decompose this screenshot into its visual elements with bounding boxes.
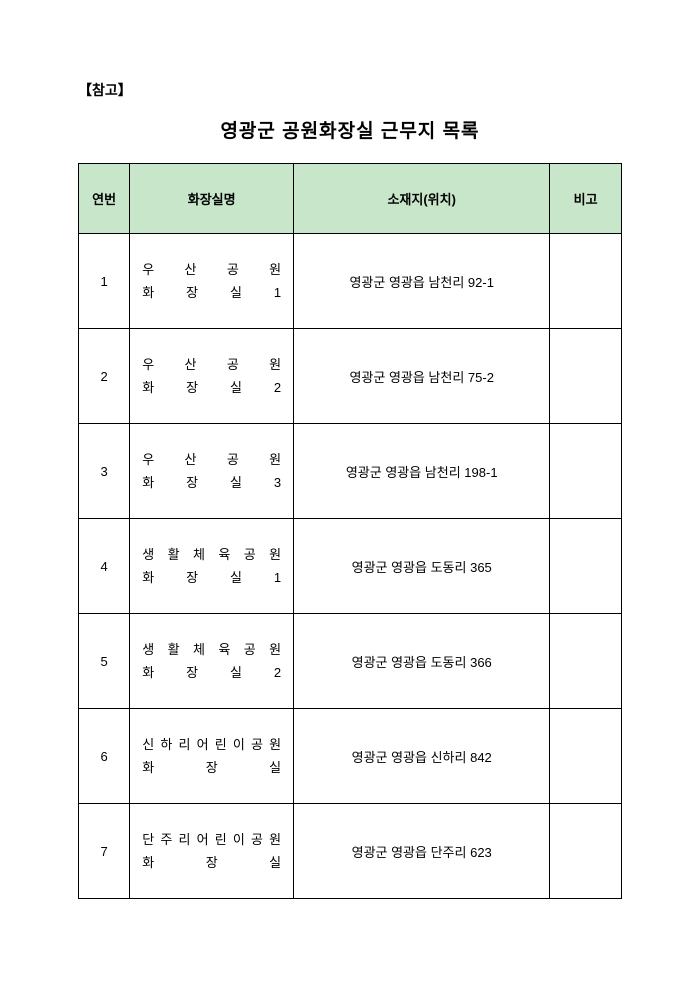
cell-note bbox=[550, 329, 622, 424]
header-num: 연번 bbox=[79, 164, 130, 234]
table-row: 3 우 산 공 원 화 장 실 3 영광군 영광읍 남천리 198-1 bbox=[79, 424, 622, 519]
cell-addr: 영광군 영광읍 도동리 365 bbox=[294, 519, 550, 614]
page-title: 영광군 공원화장실 근무지 목록 bbox=[78, 116, 622, 143]
cell-num: 6 bbox=[79, 709, 130, 804]
name-line1: 신 하 리 어 린 이 공 원 bbox=[142, 733, 281, 756]
table-header-row: 연번 화장실명 소재지(위치) 비고 bbox=[79, 164, 622, 234]
name-line2: 화 장 실 1 bbox=[142, 281, 281, 304]
cell-note bbox=[550, 709, 622, 804]
name-line2: 화 장 실 3 bbox=[142, 471, 281, 494]
header-addr: 소재지(위치) bbox=[294, 164, 550, 234]
cell-name: 생 활 체 육 공 원 화 장 실 2 bbox=[130, 614, 294, 709]
cell-num: 3 bbox=[79, 424, 130, 519]
name-line2: 화 장 실 1 bbox=[142, 566, 281, 589]
cell-num: 7 bbox=[79, 804, 130, 899]
cell-num: 1 bbox=[79, 234, 130, 329]
table-row: 1 우 산 공 원 화 장 실 1 영광군 영광읍 남천리 92-1 bbox=[79, 234, 622, 329]
reference-label: 【참고】 bbox=[78, 80, 622, 100]
cell-name: 우 산 공 원 화 장 실 2 bbox=[130, 329, 294, 424]
cell-addr: 영광군 영광읍 남천리 198-1 bbox=[294, 424, 550, 519]
cell-num: 4 bbox=[79, 519, 130, 614]
cell-addr: 영광군 영광읍 신하리 842 bbox=[294, 709, 550, 804]
cell-note bbox=[550, 804, 622, 899]
cell-note bbox=[550, 424, 622, 519]
cell-addr: 영광군 영광읍 도동리 366 bbox=[294, 614, 550, 709]
table-row: 4 생 활 체 육 공 원 화 장 실 1 영광군 영광읍 도동리 365 bbox=[79, 519, 622, 614]
header-name: 화장실명 bbox=[130, 164, 294, 234]
cell-addr: 영광군 영광읍 남천리 92-1 bbox=[294, 234, 550, 329]
cell-name: 우 산 공 원 화 장 실 3 bbox=[130, 424, 294, 519]
table-row: 6 신 하 리 어 린 이 공 원 화 장 실 영광군 영광읍 신하리 842 bbox=[79, 709, 622, 804]
cell-note bbox=[550, 234, 622, 329]
table-row: 5 생 활 체 육 공 원 화 장 실 2 영광군 영광읍 도동리 366 bbox=[79, 614, 622, 709]
cell-name: 우 산 공 원 화 장 실 1 bbox=[130, 234, 294, 329]
name-line1: 생 활 체 육 공 원 bbox=[142, 543, 281, 566]
cell-addr: 영광군 영광읍 남천리 75-2 bbox=[294, 329, 550, 424]
name-line2: 화 장 실 bbox=[142, 851, 281, 874]
table-row: 7 단 주 리 어 린 이 공 원 화 장 실 영광군 영광읍 단주리 623 bbox=[79, 804, 622, 899]
cell-name: 생 활 체 육 공 원 화 장 실 1 bbox=[130, 519, 294, 614]
name-line1: 우 산 공 원 bbox=[142, 353, 281, 376]
name-line1: 우 산 공 원 bbox=[142, 258, 281, 281]
name-line2: 화 장 실 2 bbox=[142, 661, 281, 684]
cell-name: 단 주 리 어 린 이 공 원 화 장 실 bbox=[130, 804, 294, 899]
cell-name: 신 하 리 어 린 이 공 원 화 장 실 bbox=[130, 709, 294, 804]
name-line1: 생 활 체 육 공 원 bbox=[142, 638, 281, 661]
name-line2: 화 장 실 2 bbox=[142, 376, 281, 399]
cell-num: 2 bbox=[79, 329, 130, 424]
name-line2: 화 장 실 bbox=[142, 756, 281, 779]
header-note: 비고 bbox=[550, 164, 622, 234]
cell-note bbox=[550, 614, 622, 709]
facility-table: 연번 화장실명 소재지(위치) 비고 1 우 산 공 원 화 장 실 1 영광군… bbox=[78, 163, 622, 899]
cell-num: 5 bbox=[79, 614, 130, 709]
cell-addr: 영광군 영광읍 단주리 623 bbox=[294, 804, 550, 899]
table-row: 2 우 산 공 원 화 장 실 2 영광군 영광읍 남천리 75-2 bbox=[79, 329, 622, 424]
name-line1: 단 주 리 어 린 이 공 원 bbox=[142, 828, 281, 851]
name-line1: 우 산 공 원 bbox=[142, 448, 281, 471]
cell-note bbox=[550, 519, 622, 614]
